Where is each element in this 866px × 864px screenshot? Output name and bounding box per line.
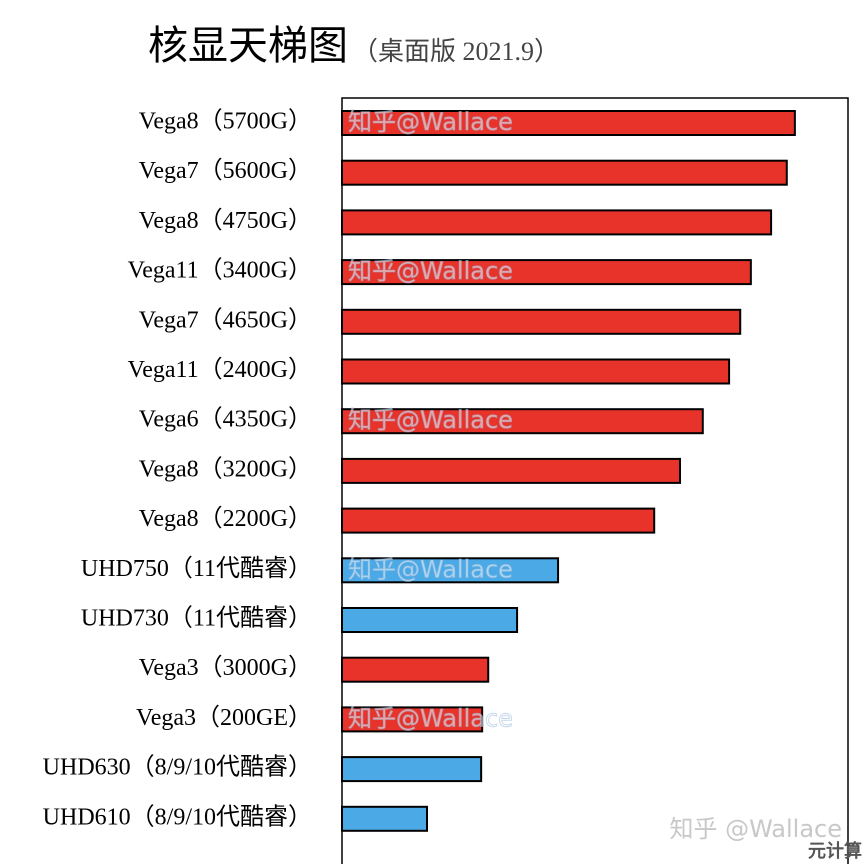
category-label: Vega3（3000G） <box>139 655 312 681</box>
bar <box>341 706 484 733</box>
bar <box>341 308 742 335</box>
watermark: 知乎@Wallace <box>348 108 513 136</box>
plot-frame <box>341 97 849 864</box>
watermark: 知乎@Wallace <box>348 555 513 583</box>
category-label: Vega11（2400G） <box>128 357 312 383</box>
bar <box>341 607 519 633</box>
watermark: 知乎@Wallace <box>348 406 513 434</box>
chart-title: 核显天梯图 <box>148 23 348 68</box>
bar <box>341 209 773 236</box>
category-label: UHD630（8/9/10代酷睿） <box>43 754 312 781</box>
category-label: Vega11（3400G） <box>128 258 312 284</box>
category-label: UHD730（11代酷睿） <box>81 605 312 632</box>
bar <box>341 507 656 534</box>
watermark: 知乎@Wallace <box>348 257 513 285</box>
footer-badge: 元计算 <box>808 840 862 862</box>
bar <box>341 110 796 136</box>
bar <box>341 656 490 683</box>
footer-watermark: 知乎 @Wallace <box>669 815 842 843</box>
watermark: 知乎@Wallace <box>348 704 513 732</box>
bar <box>341 159 788 186</box>
category-label: UHD610（8/9/10代酷睿） <box>43 803 312 830</box>
bar <box>341 408 704 435</box>
bar <box>341 756 483 783</box>
category-label: Vega6（4350G） <box>139 407 312 433</box>
bar <box>341 457 682 484</box>
bar <box>341 805 429 832</box>
category-label: Vega7（5600G） <box>139 158 312 184</box>
category-label: Vega7（4650G） <box>139 307 312 333</box>
category-label: Vega8（3200G） <box>139 456 312 482</box>
category-label: Vega8（4750G） <box>139 208 312 234</box>
bar <box>341 259 752 286</box>
bar <box>341 557 560 584</box>
category-label: Vega3（200GE） <box>136 705 312 731</box>
chart-subtitle: （桌面版 2021.9） <box>352 37 560 66</box>
category-label: UHD750（11代酷睿） <box>81 555 312 582</box>
bar <box>341 358 731 385</box>
category-label: Vega8（2200G） <box>139 506 312 532</box>
category-label: Vega8（5700G） <box>139 109 312 135</box>
